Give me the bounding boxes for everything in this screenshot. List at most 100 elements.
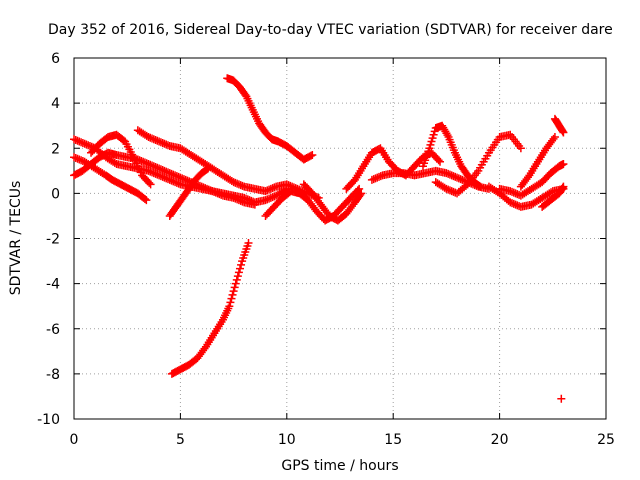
data-point <box>442 169 451 178</box>
data-point <box>71 154 80 163</box>
data-point <box>163 168 172 177</box>
data-point <box>77 156 86 165</box>
data-point <box>146 180 155 189</box>
data-point <box>306 151 315 160</box>
data-point <box>557 394 566 403</box>
data-point <box>204 185 213 194</box>
data-point <box>163 175 172 184</box>
data-point <box>203 165 211 174</box>
data-point <box>160 139 169 148</box>
data-point <box>445 186 454 195</box>
data-point <box>513 201 522 210</box>
data-point <box>238 197 247 206</box>
data-point <box>155 137 164 146</box>
data-point <box>199 183 208 192</box>
y-tick-label: -4 <box>46 277 60 293</box>
y-tick-label: 2 <box>51 141 60 157</box>
data-point <box>445 170 454 179</box>
data-point <box>230 283 239 292</box>
data-point <box>559 128 568 137</box>
y-tick-label: -10 <box>37 412 60 428</box>
data-point <box>139 157 148 166</box>
data-point <box>371 174 380 183</box>
data-point <box>146 167 155 176</box>
data-point <box>238 181 247 190</box>
data-point <box>155 164 164 173</box>
data-point <box>475 181 484 190</box>
data-point <box>440 183 449 192</box>
data-point <box>160 166 169 175</box>
data-point <box>155 171 164 180</box>
data-point <box>80 139 89 148</box>
data-point <box>172 178 181 187</box>
data-point <box>145 178 154 187</box>
data-point <box>559 160 568 169</box>
data-point <box>511 189 520 198</box>
data-point <box>263 186 272 195</box>
data-point <box>547 188 556 197</box>
data-point <box>436 157 445 166</box>
data-point <box>451 188 460 197</box>
data-point <box>236 181 245 190</box>
data-point <box>148 134 157 143</box>
data-point <box>449 172 458 181</box>
series-arc-9 <box>261 184 364 225</box>
data-point <box>197 182 206 191</box>
x-tick-label: 20 <box>491 432 509 448</box>
data-point <box>146 160 155 169</box>
data-point <box>231 279 240 288</box>
data-point <box>235 264 244 273</box>
data-point <box>160 173 169 182</box>
data-point <box>308 151 317 160</box>
y-tick-label: 6 <box>51 51 60 67</box>
data-point <box>227 176 236 185</box>
data-point <box>261 187 270 196</box>
axis-ticks: 0 5 10 15 20 25 -10 -8 -6 -4 -2 0 2 4 6 <box>37 51 615 448</box>
data-point <box>226 298 235 307</box>
data-point <box>217 190 226 199</box>
data-point <box>231 194 240 203</box>
data-point <box>148 168 157 177</box>
data-point <box>140 195 149 204</box>
data-point <box>148 161 157 170</box>
data-point <box>78 157 87 166</box>
x-axis-label: GPS time / hours <box>281 458 398 474</box>
data-point <box>270 192 279 201</box>
data-point <box>233 195 242 204</box>
x-tick-label: 10 <box>278 432 296 448</box>
data-point <box>229 193 238 202</box>
data-point <box>146 133 155 142</box>
data-point <box>162 140 171 149</box>
data-point <box>270 183 279 192</box>
data-point <box>153 170 162 179</box>
data-point <box>508 187 517 196</box>
data-point <box>453 173 462 182</box>
series-arc-7 <box>223 74 317 164</box>
data-point <box>227 294 236 303</box>
data-point <box>201 184 210 193</box>
data-point <box>149 135 158 144</box>
data-point <box>229 287 238 296</box>
data-point <box>225 302 234 311</box>
data-point <box>84 141 93 150</box>
data-point <box>213 189 222 198</box>
data-point <box>268 193 277 202</box>
data-point <box>151 135 160 144</box>
data-point <box>149 169 158 178</box>
series-arc-8 <box>167 239 253 378</box>
series-arc-12 <box>367 166 493 193</box>
series-arc-16 <box>495 160 568 200</box>
data-point <box>203 184 211 193</box>
y-tick-label: -2 <box>46 232 60 248</box>
data-point <box>163 141 172 150</box>
data-point <box>231 178 240 187</box>
data-point <box>174 179 183 188</box>
data-point <box>550 132 559 141</box>
data-point <box>509 199 518 208</box>
data-point <box>85 141 94 150</box>
data-point <box>357 189 366 198</box>
y-tick-label: 0 <box>51 186 60 202</box>
data-point <box>442 184 451 193</box>
data-point <box>206 186 215 195</box>
